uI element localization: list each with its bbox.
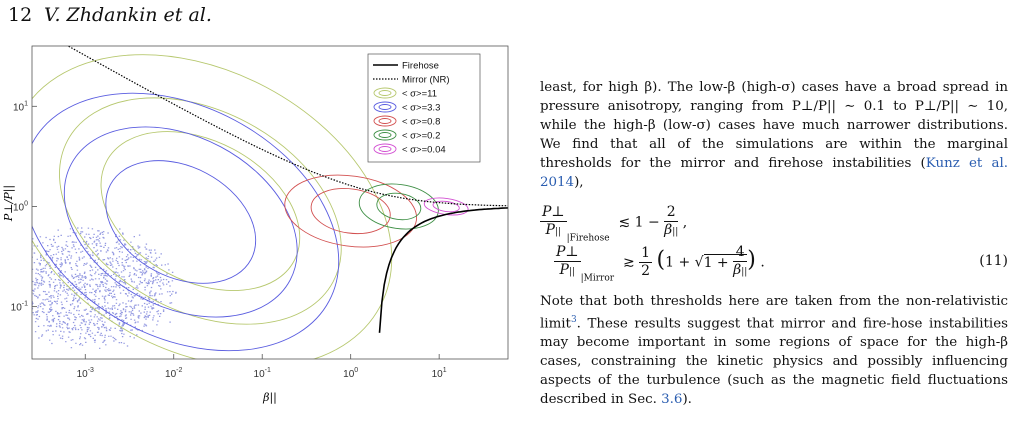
page-header: 12 V. Zhdankin et al. (8, 4, 212, 26)
paragraph-1: least, for high β). The low-β (high-σ) c… (540, 78, 1008, 192)
legend-swatch (373, 143, 397, 155)
body-text: least, for high β). The low-β (high-σ) c… (540, 78, 1008, 409)
x-tick-label: 101 (432, 367, 447, 380)
equation-block: P⊥ P|| |Firehose ≲ 1 − 2 β|| , P⊥ P|| |Mirror… (540, 202, 1008, 284)
citation-link[interactable]: Kunz et al. 2014 (540, 156, 1009, 190)
threshold-curves (66, 46, 508, 333)
running-head-authors: V. Zhdankin et al. (44, 4, 212, 26)
legend-label: < σ>=0.2 (402, 131, 440, 142)
firehose-threshold: P⊥ P|| |Firehose ≲ 1 − 2 β|| , (540, 204, 688, 244)
legend-swatch (373, 87, 397, 99)
mirror-curve (66, 46, 508, 207)
legend-swatch (373, 115, 397, 127)
contour-level (284, 174, 418, 248)
legend-label: Mirror (NR) (402, 75, 450, 86)
legend-swatch (378, 132, 392, 138)
legend-label: < σ>=0.8 (402, 117, 440, 128)
legend-swatch (378, 90, 392, 96)
paragraph-1-end: ), (574, 175, 584, 190)
paragraph-1-text: least, for high β). The low-β (high-σ) c… (540, 80, 1008, 171)
paragraph-2-text-a: Note that both thresholds here are taken… (540, 294, 1008, 332)
contour-level (63, 126, 298, 318)
legend-label: < σ>=0.04 (402, 145, 446, 156)
contour-level (432, 200, 460, 213)
legend-swatch (373, 129, 397, 141)
y-tick-label: 100 (13, 200, 28, 213)
x-tick-label: 10-1 (254, 367, 271, 380)
paragraph-2-text-b: . These results suggest that mirror and … (540, 316, 1008, 408)
section-link[interactable]: 3.6 (661, 392, 683, 408)
contour-level (32, 54, 393, 359)
x-tick-label: 100 (343, 367, 358, 380)
paragraph-2-end: ). (682, 392, 692, 408)
equation-number: (11) (979, 253, 1008, 269)
legend-swatch (378, 104, 392, 110)
legend-label: Firehose (402, 61, 439, 72)
legend-swatch (378, 146, 392, 152)
contour-level (59, 97, 342, 325)
y-tick-label: 10-1 (11, 301, 28, 314)
y-tick-label: 101 (13, 100, 28, 113)
legend-swatch (378, 118, 392, 124)
contour-level (105, 160, 257, 284)
x-tick-label: 10-3 (77, 367, 94, 380)
contour-level (100, 131, 301, 291)
page-number: 12 (8, 4, 33, 26)
contour-level (358, 183, 439, 230)
particle-scatter (32, 227, 177, 349)
legend: Firehose Mirror (NR) < σ>=11 < σ>=3.3 < σ>=0… (367, 53, 481, 163)
contour-level (32, 92, 340, 352)
contour-level (376, 192, 422, 221)
paragraph-2: Note that both thresholds here are taken… (540, 292, 1008, 409)
figure-plot: 10-3 10-2 10-1 100 101 10-1 100 101 β|| P⊥/P|| … (0, 38, 512, 438)
legend-label: < σ>=11 (402, 89, 437, 100)
contour-layer (32, 54, 469, 359)
firehose-curve (378, 207, 508, 333)
y-axis-label: P⊥/P|| (2, 185, 16, 222)
plot-frame (31, 45, 509, 360)
footnote-link[interactable]: 3 (570, 315, 577, 325)
contour-level (310, 188, 391, 235)
x-axis-label: β|| (262, 391, 277, 405)
x-tick-label: 10-2 (165, 367, 182, 380)
particle-cloud (32, 227, 177, 349)
legend-label: < σ>=3.3 (402, 103, 440, 114)
legend-swatch (373, 101, 397, 113)
